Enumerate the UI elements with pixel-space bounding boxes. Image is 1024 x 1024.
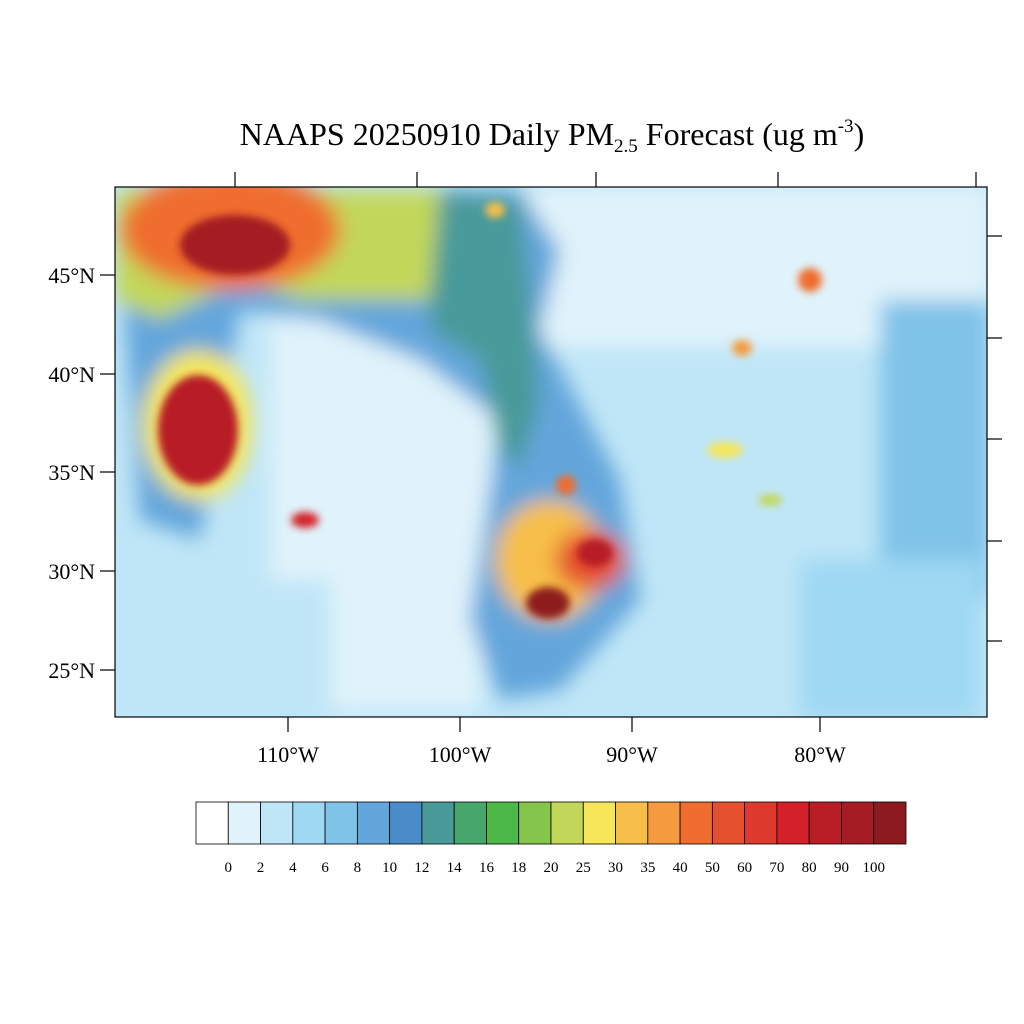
colorbar-box bbox=[324, 801, 358, 845]
colorbar-box bbox=[227, 801, 261, 845]
title-rest: Forecast (ug m bbox=[646, 116, 838, 152]
colorbar-label: 70 bbox=[769, 860, 784, 876]
colorbar-box bbox=[615, 801, 649, 845]
colorbar-label: 14 bbox=[447, 860, 463, 876]
colorbar-box bbox=[518, 801, 552, 845]
colorbar-label: 16 bbox=[479, 860, 495, 876]
colorbar-box bbox=[744, 801, 778, 845]
lat-label: 35°N bbox=[48, 460, 95, 485]
colorbar-box bbox=[356, 801, 391, 845]
colorbar-box bbox=[486, 801, 520, 845]
colorbar-box bbox=[421, 801, 455, 845]
colorbar-label: 50 bbox=[705, 860, 720, 876]
map-ticks bbox=[100, 172, 1002, 732]
colorbar-label: 30 bbox=[608, 860, 623, 876]
colorbar-box bbox=[582, 801, 616, 845]
colorbar-label: 40 bbox=[673, 860, 688, 876]
title: NAAPS 20250910 Daily PM2.5 Forecast (ug m… bbox=[240, 116, 864, 157]
map-frame bbox=[114, 186, 988, 718]
lat-label: 25°N bbox=[48, 658, 95, 683]
colorbar-label: 2 bbox=[257, 860, 265, 876]
lon-label: 90°W bbox=[606, 742, 658, 767]
title-sub: 2.5 bbox=[614, 136, 638, 157]
colorbar-label: 8 bbox=[354, 860, 362, 876]
title-sup: -3 bbox=[838, 116, 854, 137]
colorbar-label: 0 bbox=[225, 860, 233, 876]
colorbar-label: 4 bbox=[289, 860, 297, 876]
lat-label: 45°N bbox=[48, 263, 95, 288]
colorbar-box bbox=[873, 801, 907, 845]
colorbar-box bbox=[260, 801, 294, 845]
colorbar-label: 90 bbox=[834, 860, 849, 876]
colorbar-box bbox=[808, 801, 842, 845]
colorbar-label: 6 bbox=[321, 860, 329, 876]
colorbar-box bbox=[389, 801, 423, 845]
map-field bbox=[115, 187, 987, 717]
lat-label: 40°N bbox=[48, 362, 95, 387]
colorbar-box bbox=[679, 801, 713, 845]
colorbar-box bbox=[647, 801, 681, 845]
colorbar-box bbox=[195, 801, 229, 845]
colorbar-label: 80 bbox=[802, 860, 817, 876]
colorbar-label: 10 bbox=[382, 860, 397, 876]
colorbar-label: 20 bbox=[544, 860, 559, 876]
title-main: NAAPS 20250910 Daily PM bbox=[240, 116, 614, 152]
lon-label: 110°W bbox=[257, 742, 319, 767]
colorbar-label: 35 bbox=[640, 860, 655, 876]
colorbar-box bbox=[776, 801, 810, 845]
colorbar-box bbox=[711, 801, 746, 845]
axis-labels: 45°N 40°N 35°N 30°N 25°N 110°W 100°W 90°W 80°W bbox=[48, 263, 846, 767]
colorbar-label: 25 bbox=[576, 860, 591, 876]
colorbar-label: 100 bbox=[862, 860, 885, 876]
lat-label: 30°N bbox=[48, 559, 95, 584]
title-end: ) bbox=[854, 116, 865, 152]
colorbar-label: 60 bbox=[737, 860, 752, 876]
lon-label: 100°W bbox=[429, 742, 492, 767]
colorbar: 0 2 4 6 8 10 12 14 16 18 20 25 30 35 40 50 60 70 80 90 100 bbox=[195, 801, 907, 876]
colorbar-label: 18 bbox=[511, 860, 526, 876]
colorbar-box bbox=[292, 801, 326, 845]
colorbar-box bbox=[841, 801, 875, 845]
lon-label: 80°W bbox=[794, 742, 846, 767]
colorbar-box bbox=[453, 801, 487, 845]
colorbar-box bbox=[550, 801, 584, 845]
colorbar-label: 12 bbox=[414, 860, 429, 876]
